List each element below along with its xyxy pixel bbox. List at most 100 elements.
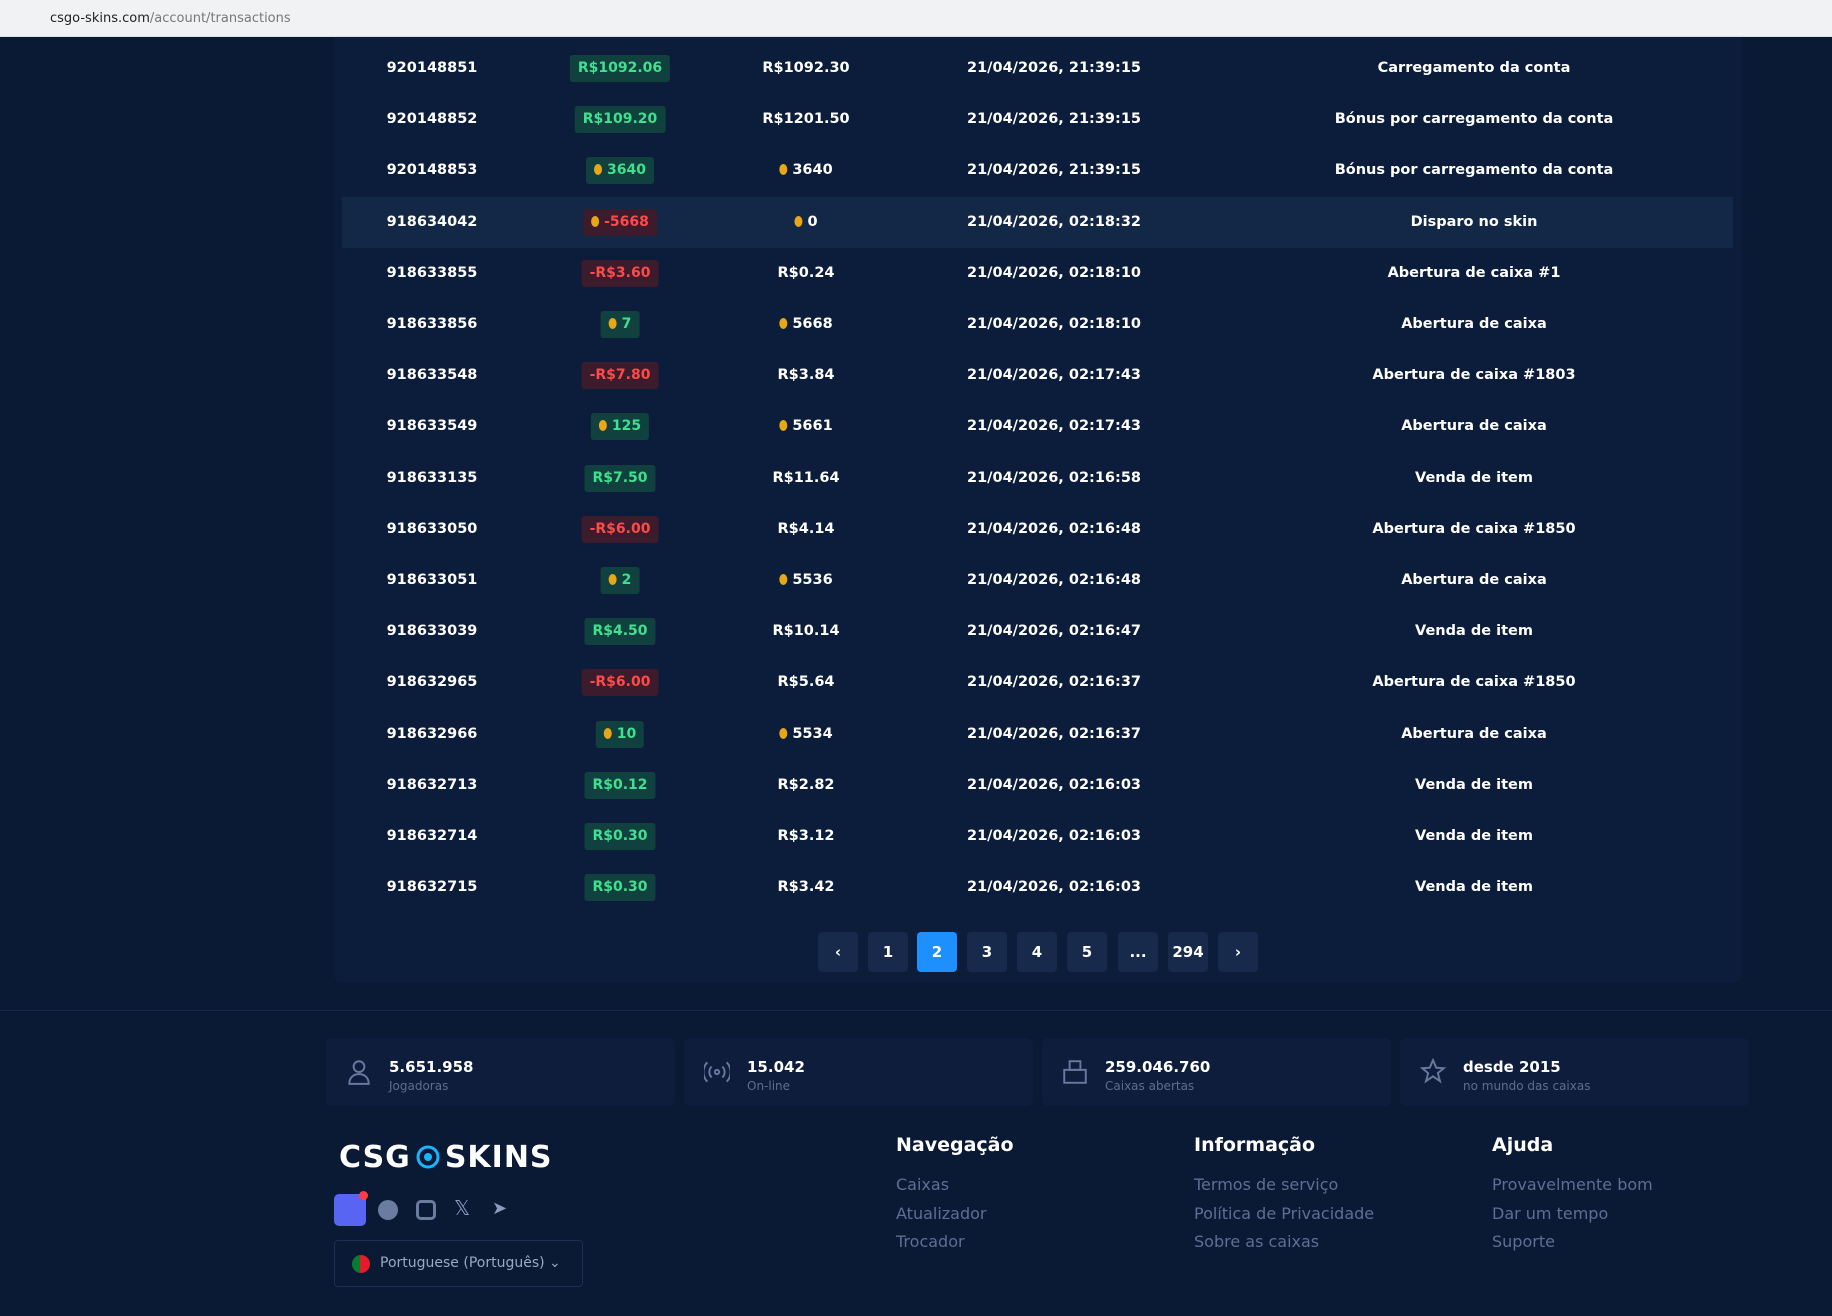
next-page[interactable]: › bbox=[1218, 932, 1258, 972]
transaction-row: 918632965 -R$6.00 R$5.64 21/04/2026, 02:16:… bbox=[342, 657, 1733, 708]
coin-icon bbox=[591, 215, 600, 227]
transaction-id-cell: 918633051 bbox=[387, 555, 478, 606]
change-cell: R$4.50 bbox=[584, 606, 656, 657]
date-cell: 21/04/2026, 02:17:43 bbox=[967, 401, 1141, 452]
footer-heading: Informação bbox=[1194, 1134, 1316, 1156]
coin-icon bbox=[779, 318, 788, 329]
stat-value: desde 2015 bbox=[1463, 1058, 1561, 1076]
balance-cell: 0 bbox=[794, 197, 818, 248]
footer-link[interactable]: Provavelmente bom bbox=[1492, 1175, 1653, 1194]
change-cell: 7 bbox=[600, 299, 640, 350]
page-button[interactable]: 5 bbox=[1067, 932, 1107, 972]
logo[interactable]: CSG SKINS bbox=[339, 1140, 553, 1175]
date: 21/04/2026, 02:17:43 bbox=[967, 418, 1141, 435]
footer-link[interactable]: Trocador bbox=[896, 1232, 965, 1251]
transaction-id-cell: 918632714 bbox=[387, 811, 478, 862]
change-badge: 10 bbox=[595, 720, 645, 748]
change-cell: -R$6.00 bbox=[581, 504, 659, 555]
stat-value: 5.651.958 bbox=[389, 1058, 474, 1076]
instagram-button[interactable] bbox=[416, 1200, 436, 1220]
date-cell: 21/04/2026, 02:16:58 bbox=[967, 453, 1141, 504]
balance-cell: 5668 bbox=[779, 299, 833, 350]
footer-link[interactable]: Atualizador bbox=[896, 1203, 987, 1223]
page-button[interactable]: 294 bbox=[1168, 932, 1208, 972]
coin-icon bbox=[794, 215, 803, 227]
description-cell: Abertura de caixa #1850 bbox=[1372, 657, 1575, 708]
description: Abertura de caixa bbox=[1401, 572, 1547, 588]
transaction-row: 918633039 R$4.50 R$10.14 21/04/2026, 02:16:… bbox=[342, 606, 1733, 657]
x-button[interactable]: 𝕏 bbox=[454, 1196, 471, 1220]
change: R$0.30 bbox=[592, 879, 648, 896]
stat-label: On-line bbox=[747, 1079, 791, 1093]
prev-page[interactable]: ‹ bbox=[818, 932, 858, 972]
change: 125 bbox=[611, 418, 642, 435]
balance: R$4.14 bbox=[777, 520, 835, 537]
stat-icon bbox=[1420, 1058, 1446, 1084]
date-cell: 21/04/2026, 02:16:03 bbox=[967, 811, 1141, 862]
discord-button[interactable] bbox=[334, 1191, 368, 1226]
change-cell: R$1092.06 bbox=[569, 43, 671, 94]
transaction-id: 918632715 bbox=[386, 879, 478, 896]
coin-icon bbox=[779, 420, 788, 432]
page-button[interactable]: 3 bbox=[967, 932, 1007, 972]
facebook-button[interactable] bbox=[378, 1200, 398, 1220]
footer-link[interactable]: Termos de serviço bbox=[1194, 1175, 1339, 1194]
date: 21/04/2026, 02:16:37 bbox=[967, 674, 1141, 691]
transaction-id: 918633548 bbox=[386, 367, 478, 384]
page-button[interactable]: 2 bbox=[917, 932, 957, 972]
transaction-id-cell: 918633050 bbox=[387, 504, 478, 555]
footer-link[interactable]: Política de Privacidade bbox=[1194, 1203, 1375, 1223]
logo-right: SKINS bbox=[444, 1140, 553, 1175]
change: 10 bbox=[616, 725, 637, 742]
transaction-id: 920148853 bbox=[386, 162, 478, 179]
transaction-row: 918633051 2 5536 21/04/2026, 02:16:48 Abertu… bbox=[342, 555, 1733, 606]
balance: R$10.14 bbox=[772, 623, 840, 640]
page-button[interactable]: ... bbox=[1118, 932, 1158, 972]
stat-icon bbox=[704, 1061, 730, 1083]
language-select[interactable]: Portuguese (Português) ⌄ bbox=[334, 1240, 583, 1287]
address-bar[interactable]: csgo-skins.com/account/transactions bbox=[0, 0, 1832, 37]
date-cell: 21/04/2026, 02:16:03 bbox=[967, 760, 1141, 811]
coin-icon bbox=[779, 164, 788, 176]
page-button[interactable]: 1 bbox=[868, 932, 908, 972]
footer-link[interactable]: Dar um tempo bbox=[1492, 1203, 1609, 1223]
balance: R$3.84 bbox=[777, 367, 835, 384]
language: Portuguese (Português) bbox=[380, 1255, 545, 1271]
description: Bónus por carregamento da conta bbox=[1334, 111, 1614, 128]
page-button[interactable]: 4 bbox=[1017, 932, 1057, 972]
change: R$109.20 bbox=[582, 111, 658, 128]
balance-cell: 3640 bbox=[779, 145, 833, 196]
balance-cell: R$5.64 bbox=[777, 657, 834, 708]
change-badge: R$7.50 bbox=[584, 464, 656, 492]
description: Disparo no skin bbox=[1410, 213, 1538, 230]
transaction-id: 918633856 bbox=[386, 316, 478, 332]
change-badge: R$4.50 bbox=[584, 618, 656, 646]
description: Venda de item bbox=[1415, 828, 1533, 844]
transaction-id: 918633050 bbox=[386, 520, 478, 537]
transaction-id-cell: 918632715 bbox=[387, 862, 478, 913]
stat-icon bbox=[1063, 1060, 1087, 1084]
change: -R$3.60 bbox=[589, 264, 651, 281]
balance: R$0.24 bbox=[777, 264, 835, 281]
change-cell: R$0.30 bbox=[584, 811, 656, 862]
description: Abertura de caixa bbox=[1401, 725, 1547, 742]
transaction-id-cell: 918632713 bbox=[387, 760, 478, 811]
description: Abertura de caixa #1850 bbox=[1372, 520, 1576, 537]
change: R$4.50 bbox=[592, 623, 648, 640]
balance: 5534 bbox=[792, 725, 833, 742]
change-badge: R$0.30 bbox=[584, 823, 656, 850]
change-badge: 125 bbox=[590, 413, 650, 441]
change: 7 bbox=[621, 316, 632, 332]
change: 3640 bbox=[607, 162, 646, 179]
balance: 3640 bbox=[792, 162, 833, 179]
change: 2 bbox=[621, 572, 632, 588]
balance-cell: R$2.82 bbox=[777, 760, 834, 811]
date-cell: 21/04/2026, 02:16:47 bbox=[967, 606, 1141, 657]
stat-card: 15.042 On-line bbox=[684, 1038, 1033, 1106]
telegram-button[interactable]: ➤ bbox=[492, 1198, 508, 1219]
footer-link[interactable]: Caixas bbox=[896, 1175, 950, 1194]
date-cell: 21/04/2026, 02:18:10 bbox=[967, 248, 1141, 299]
stat-value: 259.046.760 bbox=[1105, 1058, 1211, 1076]
footer-link[interactable]: Sobre as caixas bbox=[1194, 1232, 1320, 1251]
footer-link[interactable]: Suporte bbox=[1492, 1232, 1555, 1251]
